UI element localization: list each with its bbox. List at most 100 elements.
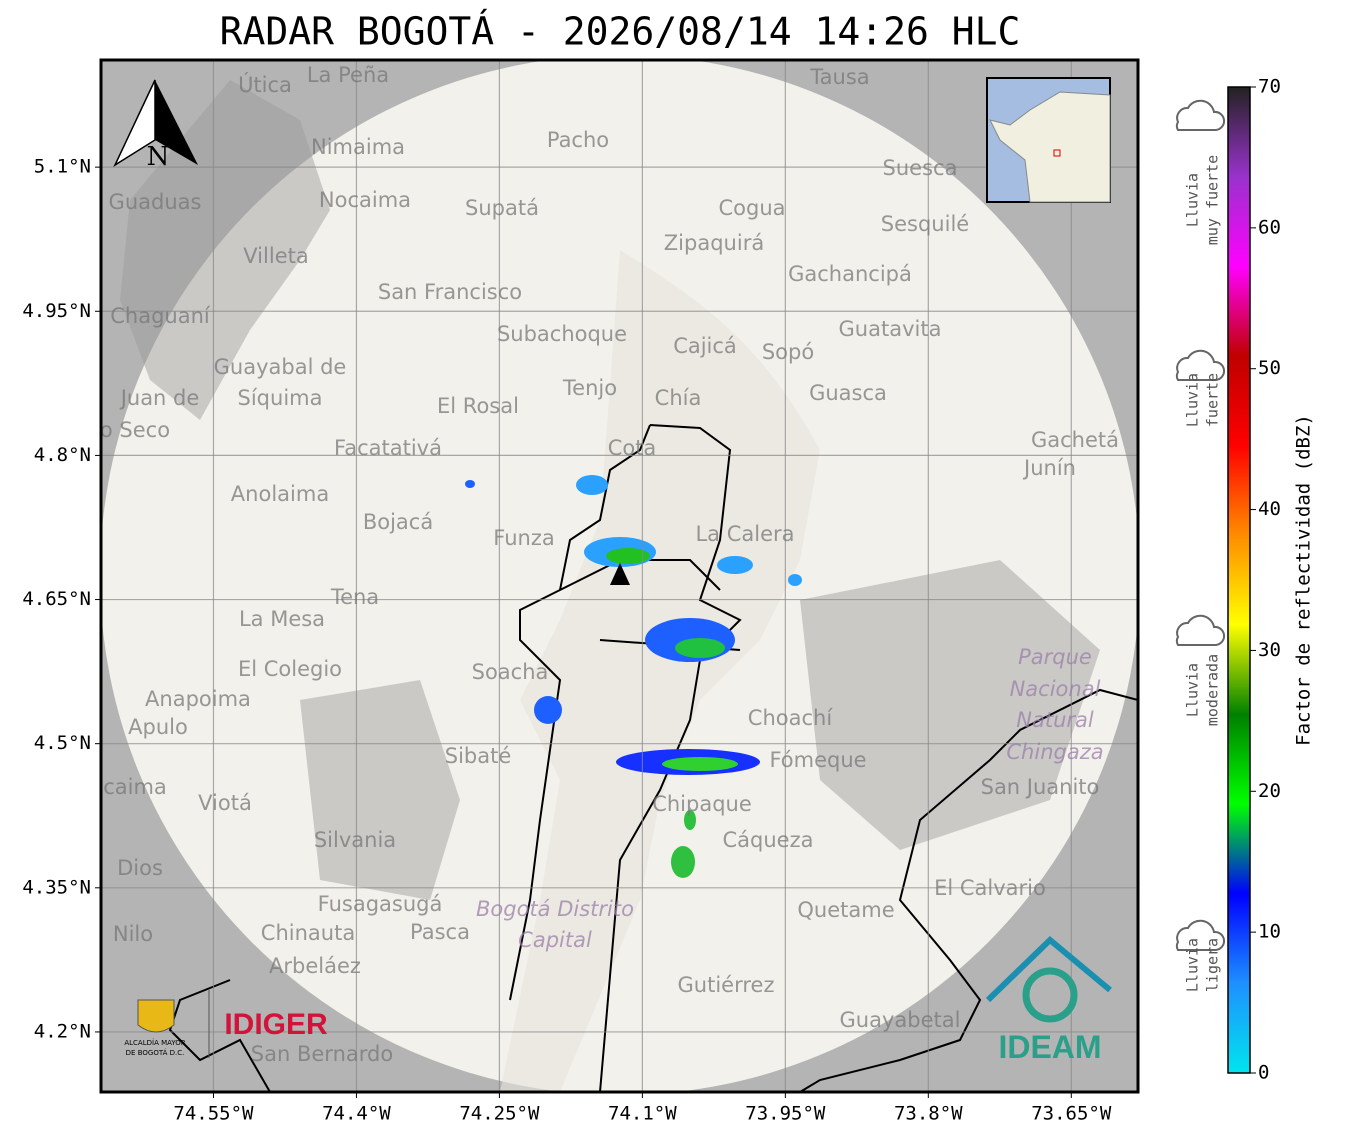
place-label: Síquima [238, 386, 323, 410]
place-label: Sibaté [445, 744, 512, 768]
echo [675, 638, 725, 658]
colorbar-tick-label: 30 [1258, 639, 1281, 661]
place-label: Guaduas [109, 190, 202, 214]
place-label: Chaguaní [110, 304, 211, 328]
idiger-logo: IDIGER [224, 1008, 328, 1041]
place-label: Viotá [198, 791, 252, 815]
rain-category: moderada [1204, 654, 1222, 726]
place-label: Cota [608, 436, 657, 460]
place-label: Guayabetal [840, 1008, 961, 1032]
echo [662, 757, 738, 771]
place-label: Natural [1016, 708, 1094, 732]
place-label: Supatá [465, 196, 539, 220]
place-label: El Calvario [934, 876, 1046, 900]
place-label: Pacho [547, 128, 609, 152]
alcaldia-shield [137, 999, 175, 1033]
place-label: Funza [493, 526, 554, 550]
place-label: Apulo [128, 715, 188, 739]
place-label: Facatativá [334, 436, 442, 460]
place-label: El Rosal [437, 394, 519, 418]
alcaldia-text: ALCALDÍA MAYOR [124, 1038, 185, 1047]
place-label: Choachí [748, 706, 834, 730]
x-tick-label: 74.25°W [459, 1103, 540, 1125]
y-tick-label: 4.8°N [34, 444, 91, 466]
rain-icon [1175, 349, 1225, 381]
x-tick-label: 74.55°W [173, 1103, 254, 1125]
echo [717, 556, 753, 574]
place-label: Anolaima [231, 482, 329, 506]
x-tick-label: 74.4°W [322, 1103, 391, 1125]
place-label: La Peña [307, 63, 389, 87]
radar-site [610, 563, 630, 585]
x-tick-label: 73.95°W [745, 1103, 826, 1125]
colorbar [1227, 86, 1251, 1074]
x-tick-label: 73.8°W [894, 1103, 963, 1125]
place-label: Parque [1018, 645, 1092, 669]
place-label: Gutiérrez [678, 973, 775, 997]
map-frame [99, 58, 1140, 1094]
place-label: Bogotá Distrito [476, 897, 634, 921]
rain-category: muy fuerte [1204, 155, 1222, 245]
y-tick-label: 5.1°N [34, 156, 91, 178]
alcaldia-text: DE BOGOTÁ D.C. [126, 1048, 185, 1057]
place-label: Chipaque [652, 792, 752, 816]
north-arrow [155, 80, 198, 165]
place-label: Nilo [113, 922, 153, 946]
echo [684, 810, 696, 830]
y-tick-label: 4.5°N [34, 732, 91, 754]
place-label: Soacha [472, 660, 549, 684]
y-tick-label: 4.65°N [22, 588, 91, 610]
place-label: Subachoque [497, 322, 627, 346]
place-label: Zipaquirá [664, 231, 764, 255]
x-tick-label: 73.65°W [1031, 1103, 1112, 1125]
rain-category: Lluvia [1184, 373, 1202, 427]
colorbar-tick-label: 50 [1258, 357, 1281, 379]
rain-category: Lluvia [1184, 663, 1202, 717]
y-tick-label: 4.35°N [22, 876, 91, 898]
ideam-roof [985, 935, 1112, 1003]
colorbar-tick-label: 10 [1258, 921, 1281, 943]
place-label: Nimaima [311, 135, 405, 159]
place-label: Dios [117, 856, 163, 880]
place-label: Cajicá [673, 334, 737, 358]
place-label: Sopó [762, 340, 814, 364]
place-label: Guatavita [839, 317, 942, 341]
rain-category: ligera [1204, 938, 1222, 992]
place-label: Juan de [119, 386, 200, 410]
echo [534, 696, 562, 724]
place-label: Tena [330, 585, 379, 609]
map: La Peña Útica Tausa Pacho Nimaima Guaduas Noca… [100, 60, 1138, 1092]
rain-category: Lluvia [1184, 173, 1202, 227]
place-label: Sesquilé [881, 212, 969, 236]
place-label: Tausa [809, 65, 869, 89]
inset-marker [1053, 149, 1061, 157]
axes: 74.55°W 74.4°W 74.25°W 74.1°W 73.95°W 73.8°W 7… [22, 156, 1112, 1125]
place-labels: La Peña Útica Tausa Pacho Nimaima Guaduas Noca… [100, 63, 1119, 1066]
place-label: Junín [1022, 456, 1076, 480]
urban-area [500, 250, 820, 1092]
north-label: N [147, 142, 170, 172]
place-label: Chía [655, 386, 702, 410]
x-tick-label: 74.1°W [608, 1103, 677, 1125]
place-label: Guasca [809, 381, 887, 405]
place-label: Cogua [718, 196, 785, 220]
colorbar-tick-label: 20 [1258, 780, 1281, 802]
y-tick-label: 4.95°N [22, 300, 91, 322]
place-label: Gachetá [1031, 428, 1119, 452]
colorbar-tick-label: 60 [1258, 216, 1281, 238]
colorbar-label: Factor de reflectividad (dBZ) [1293, 414, 1315, 746]
place-label: La Calera [695, 522, 794, 546]
place-label: San Francisco [378, 280, 522, 304]
place-label: Fusagasugá [318, 892, 443, 916]
place-label: Tenjo [562, 376, 617, 400]
terrain-shading [120, 80, 1100, 900]
inset-land [989, 91, 1111, 203]
place-label: o Seco [100, 418, 170, 442]
place-label: San Juanito [981, 775, 1100, 799]
place-label: Capital [518, 928, 592, 952]
place-label: Quetame [797, 898, 894, 922]
place-label: La Mesa [239, 607, 325, 631]
rain-category: fuerte [1204, 373, 1222, 427]
